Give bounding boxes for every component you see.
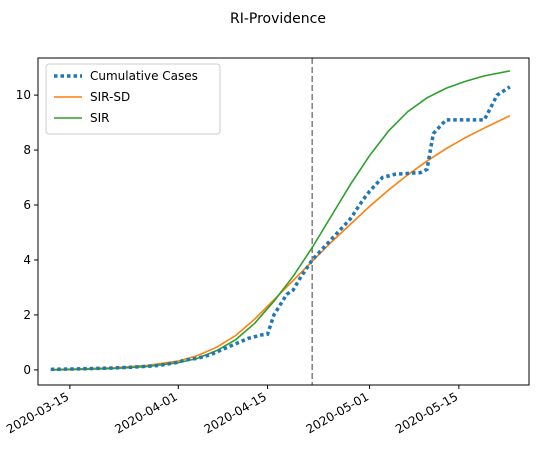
y-tick-label: 6 <box>23 198 31 212</box>
legend-label: SIR-SD <box>90 90 130 104</box>
plot-area <box>37 57 530 386</box>
y-tick-label: 10 <box>16 88 31 102</box>
y-tick-label: 0 <box>23 363 31 377</box>
y-tick-label: 2 <box>23 308 31 322</box>
legend-box <box>45 63 221 135</box>
chart-title: RI-Providence <box>230 11 326 27</box>
y-axis: 0 2 4 6 8 10 <box>16 88 38 377</box>
legend: Cumulative Cases SIR-SD SIR <box>45 63 221 135</box>
legend-label: Cumulative Cases <box>90 69 198 83</box>
y-tick-label: 8 <box>23 143 31 157</box>
series-line-cumulative-cases <box>50 85 511 372</box>
legend-label: SIR <box>90 111 110 125</box>
series-layer <box>50 58 511 385</box>
y-tick-label: 4 <box>23 253 31 267</box>
plot-frame <box>37 57 530 386</box>
